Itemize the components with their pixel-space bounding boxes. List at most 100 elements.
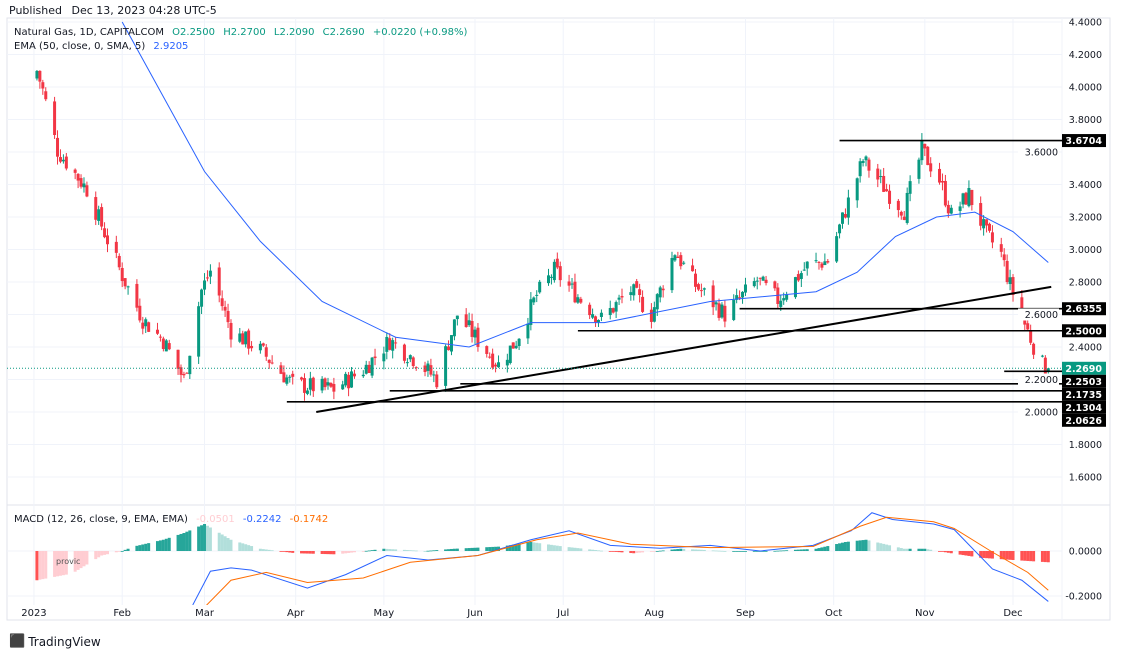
macd-histogram-bar (373, 549, 377, 551)
candle-body (846, 197, 850, 218)
macd-histogram-bar (426, 550, 430, 552)
macd-histogram-bar (617, 551, 621, 553)
y-tick-label: 3.2000 (1069, 213, 1102, 224)
macd-histogram-bar (258, 548, 262, 551)
macd-histogram-bar (641, 551, 645, 553)
macd-histogram-bar (402, 549, 406, 551)
macd-histogram-bar (570, 547, 574, 551)
macd-histogram-bar (743, 551, 747, 552)
macd-histogram-bar (1043, 551, 1047, 563)
candle-body (114, 241, 118, 253)
macd-histogram-bar (679, 548, 683, 551)
candle-body (100, 207, 104, 227)
macd-signal-value: -0.1742 (289, 514, 329, 525)
candle-body (158, 336, 162, 338)
macd-histogram-bar (73, 551, 77, 572)
candle-body (979, 203, 983, 226)
x-tick-label: Dec (1003, 608, 1022, 619)
macd-histogram-bar (535, 542, 539, 551)
macd-histogram-bar (917, 548, 921, 551)
macd-histogram-bar (164, 538, 168, 551)
candle-body (732, 299, 736, 320)
candle-body (364, 364, 368, 374)
macd-annotation: provic (56, 557, 81, 566)
macd-histogram-bar (538, 543, 542, 551)
macd-histogram-bar (676, 549, 680, 551)
candle-body (949, 207, 953, 214)
macd-histogram-bar (320, 551, 324, 554)
candle-body (711, 285, 715, 308)
x-tick-label: Apr (287, 608, 305, 619)
macd-histogram-bar (1011, 551, 1015, 560)
price-label: 2.5000 (1065, 326, 1102, 337)
candle-body (247, 330, 251, 349)
candle-body (817, 261, 821, 263)
macd-line (192, 512, 1049, 605)
macd-histogram-bar (732, 551, 736, 552)
candle-body (779, 300, 783, 307)
macd-histogram-bar (188, 530, 192, 551)
candle-body (691, 265, 695, 272)
macd-histogram-bar (567, 547, 571, 551)
price-label: 2.6355 (1065, 304, 1102, 315)
tradingview-logo[interactable]: ⬛ TradingView (9, 634, 101, 649)
macd-value: -0.2242 (242, 514, 282, 525)
macd-histogram-bar (414, 550, 418, 552)
candle-body (382, 353, 386, 362)
macd-histogram-bar (629, 551, 633, 554)
candle-body (329, 382, 333, 387)
ema-legend: EMA (50, close, 0, SMA, 5) 2.9205 (14, 41, 193, 52)
macd-histogram-bar (311, 551, 315, 554)
candle-body (764, 279, 768, 284)
macd-histogram-bar (508, 545, 512, 551)
candle-body (929, 163, 933, 172)
y-tick-label: 2.8000 (1069, 278, 1102, 289)
candle-body (411, 357, 415, 366)
candle-body (97, 209, 101, 221)
candle-body (1002, 254, 1006, 261)
candle-body (85, 185, 89, 197)
candle-body (182, 373, 186, 376)
candle-body (735, 295, 739, 300)
macd-histogram-bar (179, 533, 183, 551)
candle-body (205, 277, 209, 279)
macd-histogram-bar (596, 550, 600, 552)
macd-histogram-bar (485, 547, 489, 551)
macd-histogram-bar (452, 548, 456, 551)
macd-histogram-bar (714, 550, 718, 552)
published-label: Published (9, 4, 62, 17)
macd-histogram-bar (1046, 551, 1050, 563)
candle-body (79, 178, 83, 187)
y-tick-label: 3.8000 (1069, 115, 1102, 126)
macd-histogram-bar (473, 547, 477, 551)
macd-histogram-bar (241, 543, 245, 551)
x-tick-label: Mar (195, 608, 215, 619)
macd-histogram-bar (814, 548, 818, 551)
price-label: 3.6704 (1065, 136, 1102, 147)
candle-body (673, 255, 677, 261)
macd-histogram-bar (300, 551, 304, 554)
macd-histogram-bar (841, 542, 844, 551)
y-tick-label: 2.4000 (1069, 343, 1102, 354)
macd-histogram-bar (261, 549, 265, 551)
macd-histogram-bar (391, 549, 395, 551)
candle-body (1008, 277, 1012, 285)
macd-histogram-bar (823, 546, 827, 551)
candle-body (1011, 277, 1015, 295)
macd-histogram-bar (864, 539, 868, 551)
candle-body (250, 345, 254, 349)
macd-histogram-bar (961, 551, 965, 556)
x-tick-label: Jul (556, 608, 569, 619)
macd-histogram-bar (491, 546, 495, 551)
macd-histogram-bar (123, 549, 127, 551)
y-tick-label: 4.0000 (1069, 83, 1102, 94)
macd-histogram-bar (182, 533, 186, 551)
macd-histogram-bar (838, 543, 842, 551)
macd-histogram-bar (741, 551, 745, 552)
macd-histogram-bar (176, 534, 180, 551)
candle-body (485, 346, 489, 354)
macd-histogram-bar (361, 551, 365, 552)
macd-histogram-bar (455, 548, 459, 551)
macd-tick-label: -0.2000 (1065, 592, 1102, 603)
